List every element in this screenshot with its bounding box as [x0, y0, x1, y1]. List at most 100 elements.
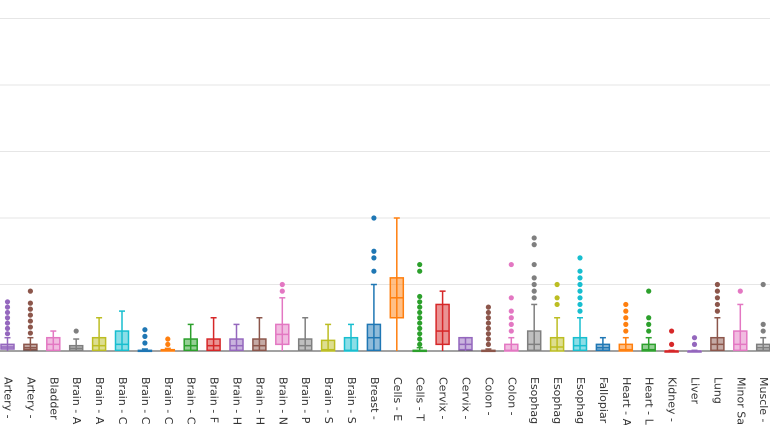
x-tick-label: Cervix -	[437, 377, 450, 420]
x-tick-label: Breast -	[368, 377, 381, 420]
outlier-point	[737, 288, 743, 294]
outlier-point	[417, 309, 423, 316]
outlier-point	[531, 275, 537, 281]
box-group	[46, 330, 61, 352]
box-group	[206, 317, 221, 352]
box-iqr	[435, 303, 450, 346]
outlier-point	[417, 299, 423, 305]
x-tick-labels: Artery - Artery - Bladder Brain - A Brain …	[2, 377, 770, 425]
outlier-point	[531, 261, 537, 268]
x-tick-label: Cells - T	[414, 377, 427, 421]
outlier-point	[417, 331, 423, 337]
box-group	[389, 217, 405, 351]
x-tick-label: Esophag	[551, 377, 564, 424]
box-iqr	[572, 336, 588, 352]
box-group	[366, 215, 382, 352]
box-group	[549, 281, 565, 352]
outlier-point	[142, 340, 148, 346]
outlier-point	[577, 281, 583, 288]
outlier-point	[371, 268, 377, 274]
outlier-point	[508, 261, 514, 268]
x-tick-label: Brain - S	[322, 377, 335, 424]
outlier-point	[4, 320, 11, 326]
outlier-point	[669, 328, 675, 334]
outlier-point	[27, 318, 33, 324]
outlier-point	[554, 281, 560, 288]
outlier-point	[554, 295, 560, 301]
outlier-point	[485, 315, 491, 321]
outlier-point	[371, 215, 377, 221]
box-iqr	[206, 338, 221, 352]
x-tick-label: Brain - F	[208, 377, 221, 423]
box-iqr	[549, 336, 565, 352]
outlier-point	[4, 315, 11, 321]
x-tick-label: Artery -	[2, 377, 15, 419]
outlier-point	[577, 255, 583, 261]
box-group	[320, 323, 336, 352]
x-tick-label: Heart - L	[643, 377, 656, 425]
outlier-point	[27, 300, 33, 306]
outlier-point	[4, 325, 11, 331]
outlier-point	[577, 295, 583, 301]
x-tick-label: Heart - A	[620, 377, 633, 425]
x-tick-label: Esophag	[528, 377, 541, 424]
box-group	[137, 327, 153, 353]
outlier-point	[485, 325, 491, 331]
outlier-point	[485, 341, 491, 347]
x-tick-label: Brain - A	[93, 377, 106, 425]
x-tick-label: Esophag	[574, 377, 587, 424]
outlier-point	[646, 288, 652, 294]
box-iqr	[320, 339, 336, 352]
outlier-point	[714, 295, 721, 301]
outlier-point	[4, 331, 11, 337]
outlier-point	[760, 328, 766, 334]
box-group	[183, 323, 198, 352]
outlier-point	[508, 308, 514, 314]
outlier-point	[760, 281, 766, 288]
x-tick-label: Brain - H	[253, 377, 266, 425]
x-tick-label: Liver	[689, 377, 702, 404]
outlier-point	[142, 333, 148, 339]
outlier-point	[714, 308, 721, 314]
box-iqr	[641, 343, 656, 352]
outlier-point	[577, 308, 583, 314]
outlier-point	[279, 288, 285, 294]
box-group	[504, 261, 519, 352]
outlier-point	[4, 309, 11, 316]
x-tick-label: Colon -	[482, 377, 495, 416]
outlier-point	[417, 315, 423, 321]
x-tick-label: Cells - E	[391, 377, 404, 421]
outlier-point	[417, 341, 423, 347]
box-iqr	[252, 338, 267, 352]
outlier-point	[531, 288, 537, 294]
box-group	[572, 255, 588, 352]
outlier-point	[27, 324, 33, 330]
outlier-point	[165, 336, 171, 342]
box-group	[526, 235, 542, 352]
outlier-point	[27, 312, 33, 318]
box-iqr	[91, 336, 107, 352]
outlier-point	[485, 320, 491, 326]
x-tick-label: Bladder	[47, 377, 60, 420]
box-iqr	[618, 343, 634, 352]
outlier-point	[554, 301, 560, 308]
outlier-point	[577, 268, 583, 274]
outlier-point	[623, 321, 629, 327]
box-group	[275, 281, 290, 351]
box-group	[641, 288, 656, 352]
outlier-point	[4, 304, 11, 310]
outlier-point	[485, 336, 491, 342]
x-tick-label: Colon -	[505, 377, 518, 416]
box-iqr	[343, 336, 359, 352]
x-tick-label: Brain - A	[70, 377, 83, 425]
outlier-point	[4, 299, 11, 305]
outlier-point	[417, 261, 423, 268]
outlier-point	[508, 295, 514, 301]
box-group	[412, 261, 427, 353]
box-group	[481, 304, 496, 353]
box-group	[160, 336, 176, 352]
outlier-point	[508, 321, 514, 327]
box-iqr	[526, 330, 542, 352]
outlier-point	[417, 293, 423, 300]
